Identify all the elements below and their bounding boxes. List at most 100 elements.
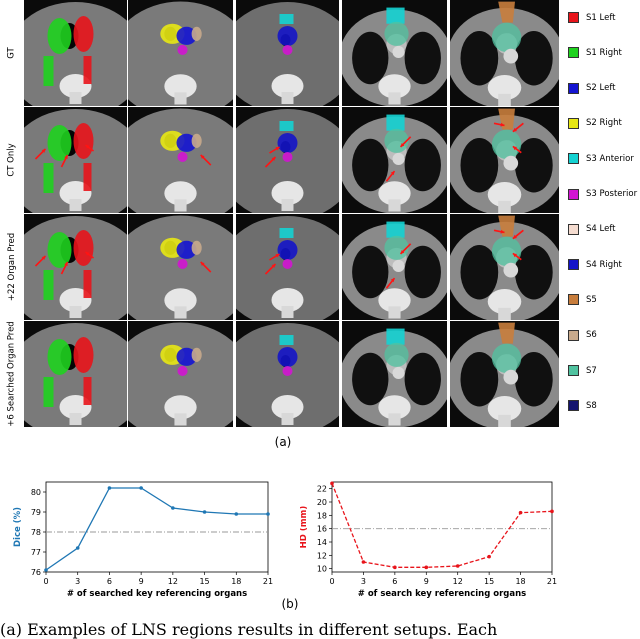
y-tick-label: 78 <box>31 528 41 537</box>
data-point <box>361 560 366 564</box>
legend-item: S1 Left <box>568 12 616 23</box>
legend-swatch <box>568 117 579 129</box>
legend-item: S5 <box>568 294 597 306</box>
ct-slice-image <box>24 0 127 106</box>
legend-label: S4 Right <box>586 259 622 270</box>
row-label-6-searched: +6 Searched Organ Pred <box>7 321 17 427</box>
caption-a: (a) <box>274 435 292 449</box>
ct-slice-image <box>450 214 559 320</box>
x-tick-label: 18 <box>231 577 241 586</box>
plot-frame <box>331 481 553 573</box>
hd-chart: 10 12 14 16 18 20 22 0 3 6 9 12 15 18 21 # of search ke… <box>300 481 557 599</box>
y-tick-label: 22 <box>317 485 327 494</box>
data-point <box>550 509 554 514</box>
data-point <box>487 554 491 559</box>
legend-label: S1 Left <box>586 12 616 23</box>
legend-item: S1 Right <box>568 47 622 59</box>
y-axis-label: Dice (%) <box>13 507 23 547</box>
data-point <box>75 546 80 550</box>
y-tick-label: 10 <box>317 565 327 574</box>
data-point <box>234 512 239 516</box>
ct-slice-image <box>450 321 559 427</box>
data-point <box>266 512 270 516</box>
legend-item: S3 Anterior <box>568 153 634 165</box>
caption-b: (b) <box>281 597 299 611</box>
y-tick-label: 76 <box>31 568 41 577</box>
ct-slice-image <box>24 321 127 427</box>
x-tick-label: 9 <box>424 577 429 586</box>
x-tick-label: 0 <box>43 577 48 586</box>
y-tick-label: 80 <box>31 488 41 497</box>
legend-label: S8 <box>586 400 597 411</box>
legend-swatch <box>568 329 579 341</box>
legend-item: S7 <box>568 365 597 376</box>
legend-item: S2 Left <box>568 82 616 94</box>
plot-frame <box>45 481 269 573</box>
legend-label: S5 <box>586 294 597 305</box>
legend-item: S2 Right <box>568 117 622 129</box>
legend-swatch <box>568 294 579 306</box>
legend-item: S8 <box>568 400 597 412</box>
ct-slice-image <box>342 321 447 427</box>
y-tick-label: 12 <box>317 551 327 560</box>
ct-slice-image <box>236 107 339 213</box>
ct-slice-image <box>128 214 233 320</box>
figure-caption-text: (a) Examples of LNS regions results in d… <box>0 620 498 639</box>
x-axis-label: # of searched key referencing organs <box>67 589 247 599</box>
y-tick-label: 77 <box>31 548 41 557</box>
legend-swatch <box>568 188 579 200</box>
x-tick-label: 0 <box>329 577 334 586</box>
image-grid: GT CT Only +22 Organ Pred +6 Searched Or… <box>6 0 559 427</box>
legend-item: S6 <box>568 329 597 341</box>
ct-slice-image <box>342 0 447 106</box>
legend-item: S4 Right <box>568 259 622 271</box>
legend: S1 Left S1 Right S2 Left S2 Right S3 Anterio… <box>564 0 640 428</box>
x-tick-label: 12 <box>453 577 463 586</box>
series-line <box>45 487 268 571</box>
legend-swatch <box>568 365 579 376</box>
row-label-gt: GT <box>6 47 17 59</box>
x-tick-label: 3 <box>75 577 80 586</box>
legend-swatch <box>568 259 579 271</box>
ct-slice-image <box>128 107 233 213</box>
ct-slice-image <box>128 321 233 427</box>
data-point <box>107 486 112 490</box>
legend-label: S6 <box>586 330 597 341</box>
y-tick-label: 14 <box>317 538 327 547</box>
x-tick-label: 21 <box>263 577 273 586</box>
legend-swatch <box>568 12 579 23</box>
x-tick-label: 12 <box>168 577 178 586</box>
dice-chart: 76 77 78 79 80 0 3 6 9 12 15 18 21 # of searched key … <box>13 481 273 599</box>
ct-slice-image <box>342 107 447 213</box>
data-point <box>455 564 460 568</box>
ct-slice-image <box>24 107 127 213</box>
x-tick-label: 18 <box>515 577 525 586</box>
y-tick-label: 16 <box>317 525 327 534</box>
y-tick-label: 79 <box>31 508 41 517</box>
legend-swatch <box>568 223 579 235</box>
ct-slice-image <box>128 0 233 106</box>
data-point <box>171 506 175 510</box>
ct-slice-image <box>450 107 559 213</box>
data-point <box>424 565 429 570</box>
legend-swatch <box>568 47 579 59</box>
legend-label: S2 Left <box>586 83 616 94</box>
data-point <box>330 481 334 486</box>
ct-slice-image <box>24 214 127 320</box>
row-label-ct-only: CT Only <box>7 143 17 177</box>
x-tick-label: 3 <box>361 577 366 586</box>
ct-slice-image <box>236 321 339 427</box>
y-tick-label: 20 <box>317 498 327 507</box>
legend-item: S3 Posterior <box>568 188 637 200</box>
legend-label: S3 Anterior <box>586 153 634 164</box>
legend-label: S7 <box>586 365 597 376</box>
legend-swatch <box>568 400 579 412</box>
data-point <box>44 568 48 572</box>
y-axis-label: HD (mm) <box>300 506 309 549</box>
y-tick-label: 18 <box>317 511 327 520</box>
legend-label: S1 Right <box>586 47 622 58</box>
data-point <box>518 510 523 515</box>
ct-slice-image <box>450 0 559 106</box>
x-tick-label: 15 <box>199 577 209 586</box>
data-point <box>202 510 207 514</box>
